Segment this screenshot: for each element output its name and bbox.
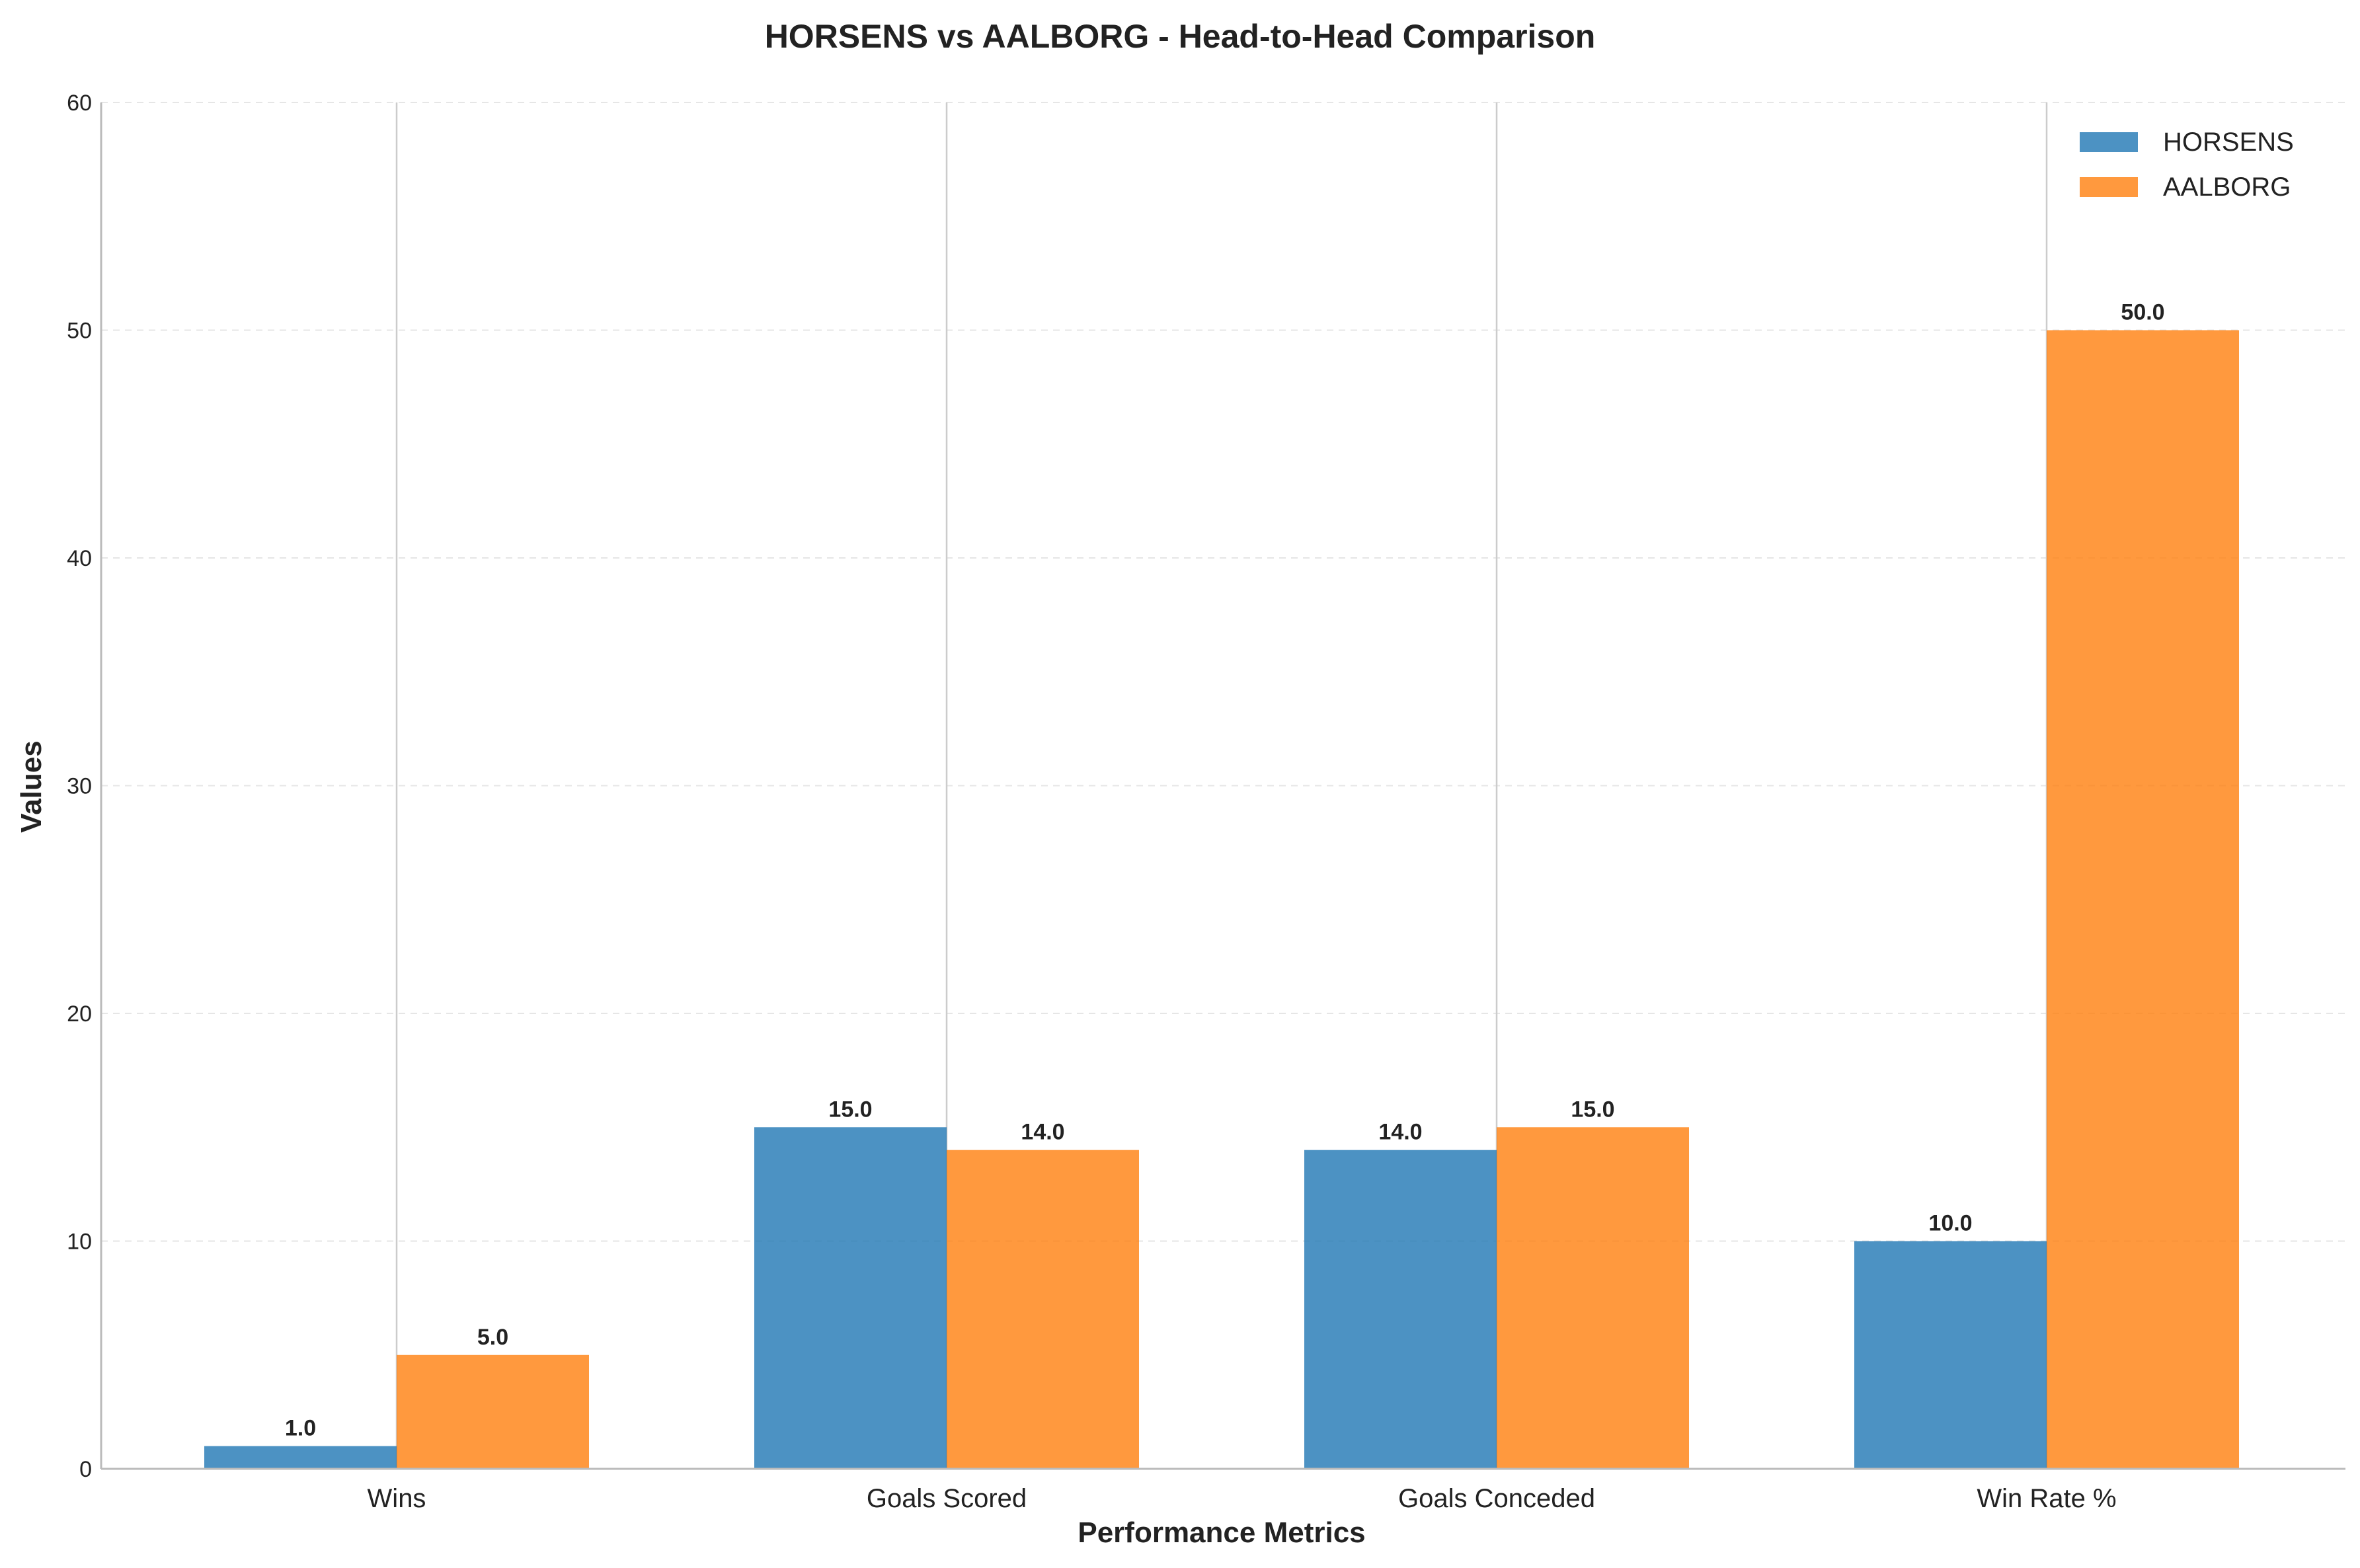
bar-value-label: 14.0 bbox=[1021, 1120, 1064, 1145]
legend-swatch-aalborg bbox=[2080, 177, 2138, 197]
axes bbox=[100, 102, 2345, 1470]
x-tick-label: Goals Conceded bbox=[1398, 1484, 1595, 1513]
x-tick-label: Goals Scored bbox=[867, 1484, 1027, 1513]
legend: HORSENS AALBORG bbox=[2080, 128, 2294, 202]
y-tick-label: 0 bbox=[79, 1457, 92, 1482]
bar-aalborg-win-rate bbox=[2047, 330, 2239, 1469]
y-tick-label: 60 bbox=[67, 91, 92, 116]
grid-lines bbox=[101, 102, 2345, 1242]
chart-title: HORSENS vs AALBORG - Head-to-Head Compar… bbox=[765, 18, 1596, 55]
bar-value-label: 14.0 bbox=[1378, 1120, 1422, 1145]
bars bbox=[204, 330, 2239, 1469]
bar-value-label: 50.0 bbox=[2121, 300, 2164, 325]
bar-value-label: 5.0 bbox=[477, 1325, 508, 1350]
y-tick-label: 40 bbox=[67, 546, 92, 571]
y-tick-label: 50 bbox=[67, 319, 92, 344]
bar-aalborg-goals-scored bbox=[947, 1150, 1139, 1469]
bar-aalborg-wins bbox=[397, 1354, 589, 1469]
bar-horsens-goals-scored bbox=[754, 1127, 947, 1469]
legend-label-aalborg: AALBORG bbox=[2163, 173, 2291, 202]
x-tick-label: Wins bbox=[368, 1484, 426, 1513]
bar-horsens-win-rate bbox=[1854, 1241, 2047, 1469]
bar-value-label: 10.0 bbox=[1928, 1211, 1972, 1236]
legend-label-horsens: HORSENS bbox=[2163, 128, 2294, 157]
y-tick-label: 20 bbox=[67, 1001, 92, 1027]
bar-horsens-wins bbox=[204, 1446, 397, 1469]
y-axis-label: Values bbox=[15, 740, 48, 832]
bar-value-label: 1.0 bbox=[285, 1416, 316, 1441]
bar-value-label: 15.0 bbox=[828, 1097, 872, 1122]
y-tick-label: 30 bbox=[67, 774, 92, 799]
x-tick-labels: Wins Goals Scored Goals Conceded Win Rate % bbox=[368, 1484, 2117, 1513]
bar-value-labels: 1.0 15.0 14.0 10.0 5.0 14.0 15.0 50.0 bbox=[285, 300, 2165, 1441]
bar-horsens-goals-conceded bbox=[1304, 1150, 1497, 1469]
bar-aalborg-goals-conceded bbox=[1497, 1127, 1689, 1469]
legend-swatch-horsens bbox=[2080, 132, 2138, 152]
y-tick-labels: 0 10 20 30 40 50 60 bbox=[67, 91, 92, 1482]
x-axis-label: Performance Metrics bbox=[1078, 1516, 1365, 1549]
bar-value-label: 15.0 bbox=[1571, 1097, 1614, 1122]
x-tick-label: Win Rate % bbox=[1977, 1484, 2116, 1513]
y-tick-label: 10 bbox=[67, 1230, 92, 1255]
